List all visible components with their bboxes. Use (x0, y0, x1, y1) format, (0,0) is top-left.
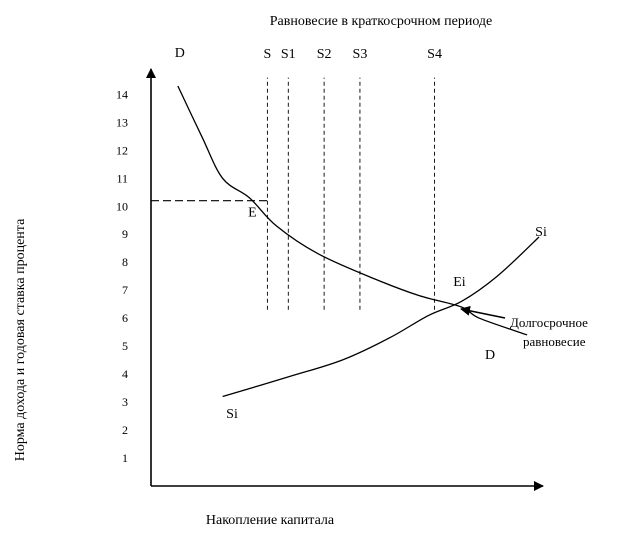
series-line (177, 85, 528, 336)
annotation-arrow (460, 305, 506, 319)
supply-line-label: S1 (281, 47, 296, 62)
y-tick-label: 4 (122, 367, 128, 381)
y-tick-label: 1 (122, 451, 128, 465)
y-tick-label: 14 (116, 87, 128, 101)
chart-title: Равновесие в краткосрочном периоде (270, 14, 493, 29)
supply-line-label: S2 (317, 47, 332, 62)
y-tick-label: 3 (122, 395, 128, 409)
equilibrium-label: E (248, 206, 257, 221)
supply-line-label: S3 (353, 47, 368, 62)
y-tick-label: 10 (116, 199, 128, 213)
y-tick-label: 13 (116, 115, 128, 129)
supply-line-label: S4 (427, 47, 442, 62)
series-line (222, 236, 540, 398)
y-tick-label: 7 (122, 283, 128, 297)
supply-line-label: S (264, 47, 272, 62)
y-tick-label: 5 (122, 339, 128, 353)
equilibrium-label: Ei (453, 275, 466, 290)
x-axis-label: Накопление капитала (206, 513, 335, 528)
series-label: D (485, 348, 495, 363)
y-tick-label: 12 (116, 143, 128, 157)
series-label: D (175, 46, 185, 61)
y-tick-label: 8 (122, 255, 128, 269)
y-axis-label: Норма дохода и годовая ставка процента (13, 218, 28, 461)
series-label: Si (226, 407, 238, 422)
long-run-annotation-line2: равновесие (523, 334, 586, 349)
y-tick-label: 2 (122, 423, 128, 437)
y-tick-label: 11 (116, 171, 128, 185)
series-label: Si (535, 225, 547, 240)
y-tick-label: 6 (122, 311, 128, 325)
long-run-annotation-line1: Долгосрочное (510, 315, 588, 330)
y-tick-label: 9 (122, 227, 128, 241)
